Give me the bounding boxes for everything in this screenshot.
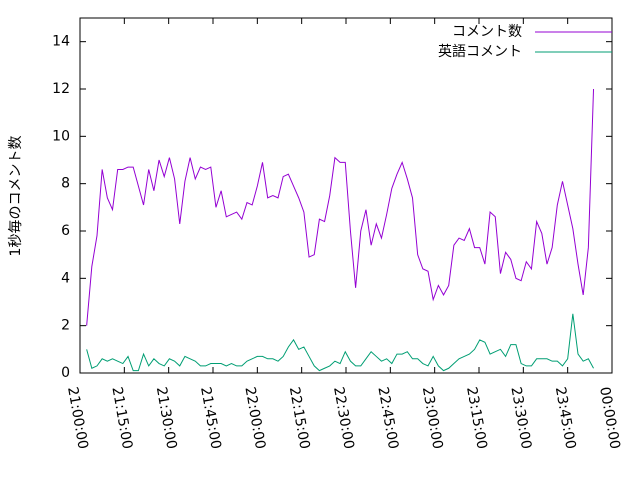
x-tick-label: 00:00:00 xyxy=(596,386,623,451)
y-tick-label: 12 xyxy=(52,81,70,97)
x-tick-label: 22:00:00 xyxy=(241,386,268,451)
legend-label: 英語コメント xyxy=(438,43,522,60)
x-tick-label: 21:45:00 xyxy=(197,386,224,451)
x-tick-label: 21:30:00 xyxy=(153,386,180,451)
y-tick-label: 0 xyxy=(61,365,70,381)
y-tick-label: 10 xyxy=(52,128,70,144)
y-axis-label: 1秒毎のコメント数 xyxy=(8,136,24,257)
x-tick-label: 23:15:00 xyxy=(463,386,490,451)
x-tick-label: 23:30:00 xyxy=(507,386,534,451)
legend-label: コメント数 xyxy=(452,24,522,40)
y-tick-label: 2 xyxy=(61,318,70,334)
x-tick-label: 23:00:00 xyxy=(419,386,446,451)
x-tick-label: 22:45:00 xyxy=(374,386,401,451)
x-tick-label: 23:45:00 xyxy=(552,386,579,451)
x-tick-label: 22:15:00 xyxy=(286,386,313,451)
y-tick-label: 4 xyxy=(61,270,70,286)
plot-border xyxy=(79,17,613,374)
y-tick-label: 14 xyxy=(52,34,70,50)
data-line xyxy=(86,88,595,326)
data-line xyxy=(86,313,594,372)
y-tick-label: 8 xyxy=(61,176,70,192)
x-tick-label: 21:15:00 xyxy=(108,386,135,451)
x-tick-label: 21:00:00 xyxy=(64,386,91,451)
y-tick-label: 6 xyxy=(61,223,70,239)
x-tick-label: 22:30:00 xyxy=(330,386,357,451)
